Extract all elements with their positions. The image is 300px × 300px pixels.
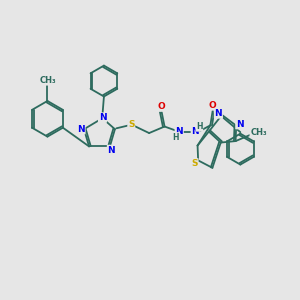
Text: CH₃: CH₃ (39, 76, 56, 85)
Text: H: H (196, 122, 203, 131)
Text: O: O (158, 102, 166, 111)
Text: S: S (128, 120, 134, 129)
Text: S: S (191, 159, 198, 168)
Text: O: O (209, 101, 217, 110)
Text: CH₃: CH₃ (250, 128, 267, 137)
Text: N: N (99, 113, 106, 122)
Text: N: N (214, 109, 222, 118)
Text: N: N (175, 127, 183, 136)
Text: H: H (172, 133, 178, 142)
Text: N: N (191, 127, 199, 136)
Text: N: N (236, 120, 244, 129)
Text: N: N (77, 125, 85, 134)
Text: N: N (107, 146, 115, 154)
